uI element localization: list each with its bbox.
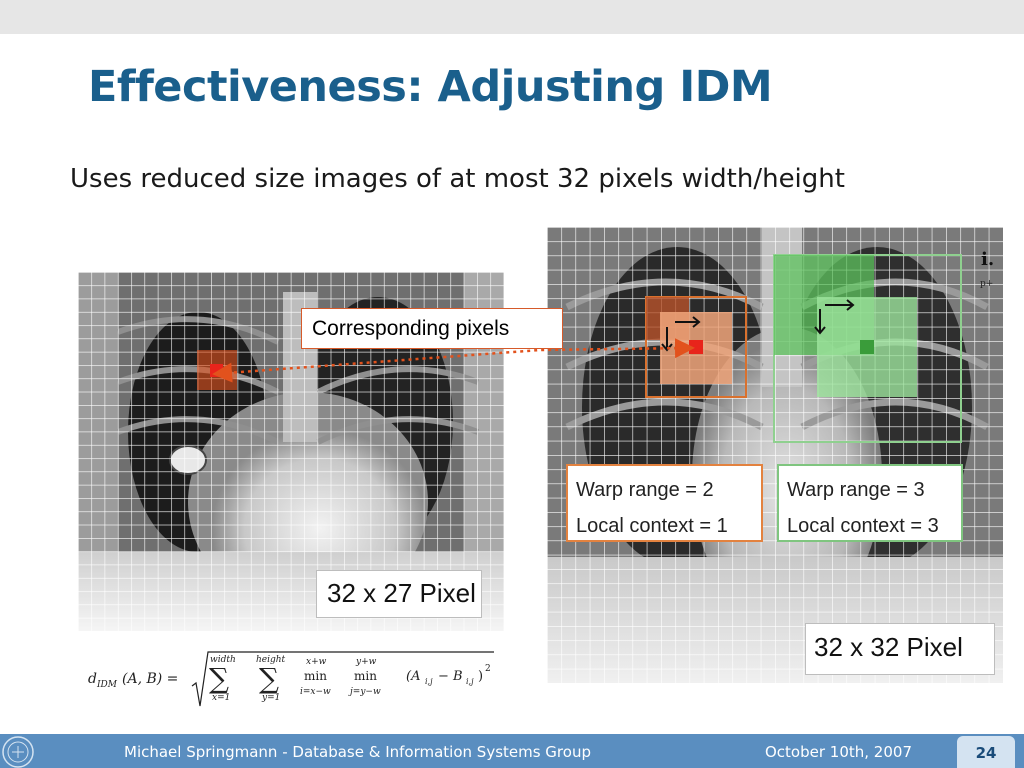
min1-bottom: i=x−w — [300, 687, 331, 697]
right-pixel-grid — [547, 227, 1003, 683]
sum1-symbol: ∑ — [209, 662, 229, 695]
footer-author: Michael Springmann - Database & Informat… — [124, 743, 591, 761]
page-number: 24 — [975, 744, 997, 762]
config-b-warp: Warp range = 3 — [787, 479, 925, 501]
config-b-panel: Warp range = 3 Local context = 3 — [777, 464, 963, 542]
term-exponent: 2 — [485, 664, 491, 674]
term-open: (A — [406, 669, 420, 684]
config-a-context: Local context = 1 — [576, 515, 728, 537]
term-mid: − B — [438, 669, 463, 684]
idm-formula: d IDM (A, B) = width ∑ x=1 height ∑ y=1 … — [88, 650, 508, 710]
university-seal-icon — [2, 736, 34, 768]
sum2-bottom: y=1 — [261, 693, 280, 703]
top-bar — [0, 0, 1024, 34]
formula-lhs-sub: IDM — [96, 680, 118, 690]
page-number-badge: 24 — [957, 736, 1015, 768]
config-b-context: Local context = 3 — [787, 515, 939, 537]
formula-args: (A, B) = — [122, 671, 178, 687]
matched-pixel — [689, 340, 703, 354]
right-size-label: 32 x 32 Pixel — [805, 623, 995, 675]
min2-op: min — [354, 669, 377, 683]
config-a-panel: Warp range = 2 Local context = 1 — [566, 464, 763, 542]
slide-title: Effectiveness: Adjusting IDM — [88, 62, 773, 112]
term-close: ) — [478, 669, 483, 684]
config-a-warp: Warp range = 2 — [576, 479, 714, 501]
right-xray-image: i. p+ Warp range = 2 Local context = 1 W… — [547, 227, 1003, 683]
sum1-top: width — [210, 655, 236, 665]
corner-marker: i. — [981, 249, 995, 270]
min2-top: y+w — [355, 657, 377, 667]
corresponding-pixels-callout: Corresponding pixels — [301, 308, 563, 349]
sum2-symbol: ∑ — [259, 662, 279, 695]
footer-bar: Michael Springmann - Database & Informat… — [0, 734, 1024, 768]
min1-top: x+w — [306, 657, 327, 667]
corner-sub: p+ — [980, 279, 994, 289]
footer-date: October 10th, 2007 — [765, 743, 912, 761]
min1-op: min — [304, 669, 327, 683]
min2-bottom: j=y−w — [348, 687, 381, 697]
term-sub1: i,j — [425, 677, 433, 686]
formula-lhs: d — [88, 671, 97, 687]
term-sub2: i,j — [466, 677, 474, 686]
sum1-bottom: x=1 — [212, 693, 230, 703]
sum2-top: height — [256, 655, 286, 665]
slide-subtitle: Uses reduced size images of at most 32 p… — [70, 164, 845, 194]
left-size-label: 32 x 27 Pixel — [316, 570, 482, 618]
